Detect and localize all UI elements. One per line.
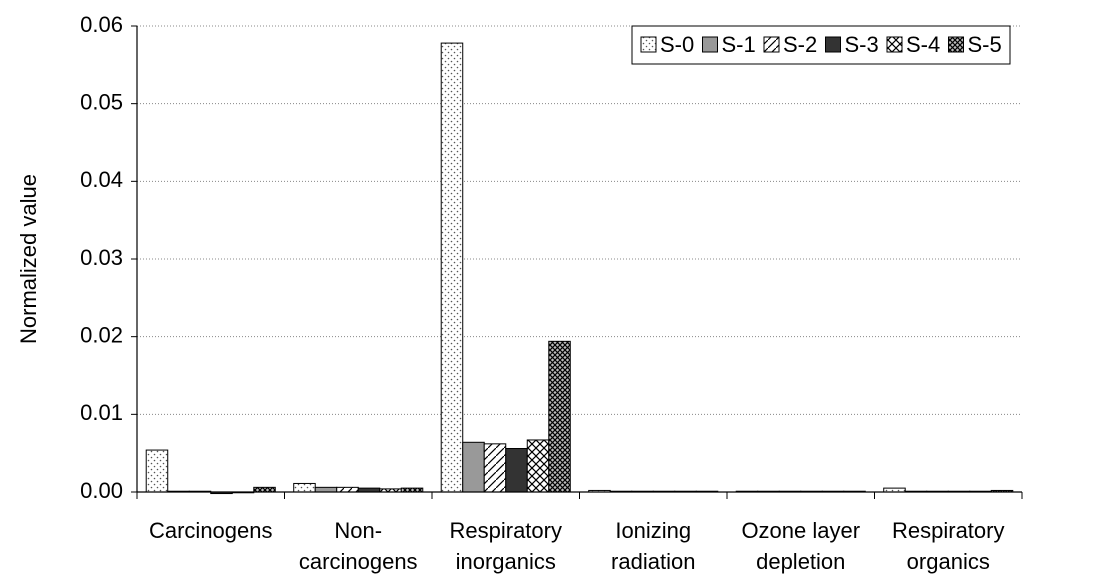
y-tick-label: 0.04 [80, 167, 123, 192]
x-tick-label: Non- [334, 518, 382, 543]
y-tick-label: 0.00 [80, 478, 123, 503]
y-tick-label: 0.05 [80, 89, 123, 114]
x-tick-label: Carcinogens [149, 518, 273, 543]
legend-swatch [640, 36, 657, 53]
legend-label: S-5 [968, 32, 1002, 57]
x-tick-label: Respiratory [450, 518, 562, 543]
legend-swatch [825, 36, 841, 53]
x-tick-label: Ozone layer [741, 518, 860, 543]
bar [314, 486, 338, 493]
y-axis-label: Normalized value [16, 174, 41, 344]
legend-swatch [948, 36, 964, 53]
legend-label: S-4 [906, 32, 940, 57]
legend-swatch [886, 36, 903, 53]
bar [548, 340, 571, 493]
bar [293, 482, 316, 493]
legend-box [631, 25, 1011, 65]
x-tick-label: inorganics [456, 549, 556, 574]
y-tick-label: 0.01 [80, 400, 123, 425]
legend-label: S-0 [660, 32, 694, 57]
x-tick-label: depletion [756, 549, 845, 574]
x-tick-label: Ionizing [615, 518, 691, 543]
legend-swatch [702, 36, 718, 53]
bar [145, 449, 169, 493]
legend-swatch [763, 36, 780, 53]
bar [483, 443, 507, 493]
x-tick-label: carcinogens [299, 549, 418, 574]
x-tick-label: organics [907, 549, 990, 574]
x-tick-label: radiation [611, 549, 695, 574]
y-tick-label: 0.06 [80, 12, 123, 37]
bar [462, 441, 485, 493]
y-tick-label: 0.02 [80, 322, 123, 347]
bar [505, 448, 528, 493]
legend-label: S-2 [783, 32, 817, 57]
legend-label: S-3 [845, 32, 879, 57]
bar [526, 439, 550, 493]
bar [336, 486, 359, 493]
y-tick-label: 0.03 [80, 245, 123, 270]
legend-label: S-1 [722, 32, 756, 57]
bar [440, 42, 464, 493]
bar [253, 486, 276, 493]
x-tick-label: Respiratory [892, 518, 1004, 543]
